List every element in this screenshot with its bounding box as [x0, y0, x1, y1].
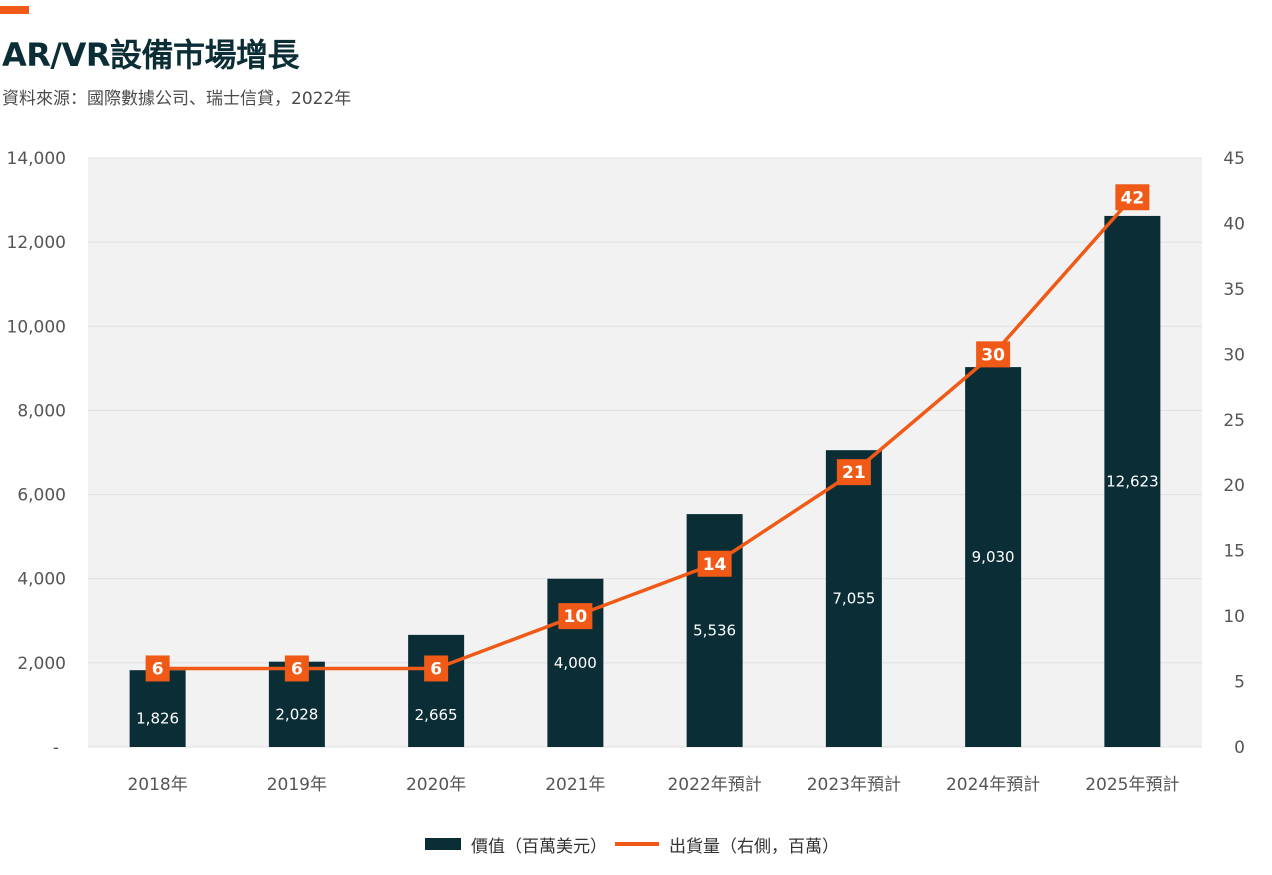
bar — [408, 634, 465, 747]
y-right-tick-label: 45 — [1223, 149, 1245, 169]
point-value-label: 6 — [430, 659, 442, 679]
y-right-tick-label: 25 — [1223, 411, 1245, 431]
line-series — [157, 196, 1134, 671]
legend-item-value: 價值（百萬美元） — [425, 832, 607, 857]
bar-data-labels: 1,826 2,028 2,665 4,000 5,536 7,055 9,030 12,62… — [136, 472, 1158, 727]
y-left-tick-label: 2,000 — [17, 654, 66, 674]
y-right-tick-label: 10 — [1223, 607, 1245, 627]
y-left-tick-label: 8,000 — [17, 401, 66, 421]
bar-value-label: 2,028 — [275, 705, 318, 723]
line-data-labels: 6 6 6 10 14 21 30 42 — [145, 184, 1150, 682]
bar — [825, 450, 882, 747]
bar — [1104, 215, 1161, 747]
y-right-tick-label: 20 — [1223, 476, 1245, 496]
y-right-tick-label: 15 — [1223, 542, 1245, 562]
bar-value-label: 9,030 — [972, 548, 1015, 566]
x-axis: 2018年 2019年 2020年 2021年 2022年預計 2023年預計 2024年預… — [127, 775, 1179, 795]
legend-bar-swatch — [425, 838, 461, 850]
legend-line-label: 出貨量（右側，百萬） — [669, 836, 839, 857]
legend-line-swatch — [615, 842, 659, 846]
point-label-box — [1115, 184, 1150, 211]
point-value-label: 10 — [564, 607, 588, 627]
y-left-tick-label: 14,000 — [7, 149, 66, 169]
x-tick-label: 2018年 — [127, 775, 187, 795]
point-value-label: 21 — [842, 463, 866, 483]
chart-title: AR/VR設備市場增長 — [2, 36, 300, 74]
y-left-tick-label: 12,000 — [7, 233, 66, 253]
x-tick-label: 2023年預計 — [807, 775, 901, 795]
point-label-box — [697, 550, 732, 577]
accent-bar — [0, 6, 29, 14]
point-label-box — [558, 603, 593, 630]
y-left-tick-label: 4,000 — [17, 570, 66, 590]
bar-value-label: 4,000 — [554, 654, 597, 672]
y-left-tick-label: 6,000 — [17, 486, 66, 506]
x-tick-label: 2022年預計 — [667, 775, 761, 795]
point-value-label: 30 — [981, 345, 1005, 365]
legend-item-shipments: 出貨量（右側，百萬） — [615, 832, 839, 857]
bar-value-label: 7,055 — [832, 590, 875, 608]
y-right-tick-label: 30 — [1223, 345, 1245, 365]
chart-source: 資料來源：國際數據公司、瑞士信貸，2022年 — [2, 89, 352, 109]
y-right-tick-label: 5 — [1234, 673, 1245, 693]
y-axis-left: - 2,000 4,000 6,000 8,000 10,000 12,000 14,000 — [7, 149, 66, 758]
x-tick-label: 2021年 — [545, 775, 605, 795]
point-value-label: 6 — [291, 659, 303, 679]
bar — [129, 670, 186, 747]
chart-area: -2,0004,0006,0008,00010,00012,00014,000 … — [7, 149, 1245, 795]
x-tick-label: 2019年 — [267, 775, 327, 795]
point-value-label: 14 — [703, 555, 727, 575]
x-tick-label: 2025年預計 — [1085, 775, 1179, 795]
x-tick-label: 2020年 — [406, 775, 466, 795]
y-right-tick-label: 40 — [1223, 214, 1245, 234]
x-tick-label: 2024年預計 — [946, 775, 1040, 795]
point-value-label: 42 — [1121, 188, 1145, 208]
y-axis-right: 0 5 10 15 20 25 30 35 40 45 — [1223, 149, 1245, 758]
y-right-tick-label: 35 — [1223, 280, 1245, 300]
bar-value-label: 1,826 — [136, 710, 179, 728]
legend-bar-label: 價值（百萬美元） — [471, 836, 607, 857]
shipments-line — [157, 196, 1134, 671]
bar-value-label: 5,536 — [693, 622, 736, 640]
point-label-box — [284, 655, 309, 682]
point-value-label: 6 — [152, 659, 164, 679]
bar-value-label: 12,623 — [1106, 472, 1159, 490]
point-label-box — [424, 655, 449, 682]
bar — [965, 367, 1022, 747]
y-left-tick-label: - — [53, 738, 59, 758]
point-label-box — [836, 459, 871, 486]
point-label-box — [976, 341, 1011, 368]
legend: 價值（百萬美元） 出貨量（右側，百萬） — [0, 830, 1272, 858]
plot-background — [88, 158, 1202, 747]
y-left-tick-label: 10,000 — [7, 317, 66, 337]
point-label-box — [145, 655, 170, 682]
y-right-tick-label: 0 — [1234, 738, 1245, 758]
bar-value-label: 2,665 — [415, 706, 458, 724]
